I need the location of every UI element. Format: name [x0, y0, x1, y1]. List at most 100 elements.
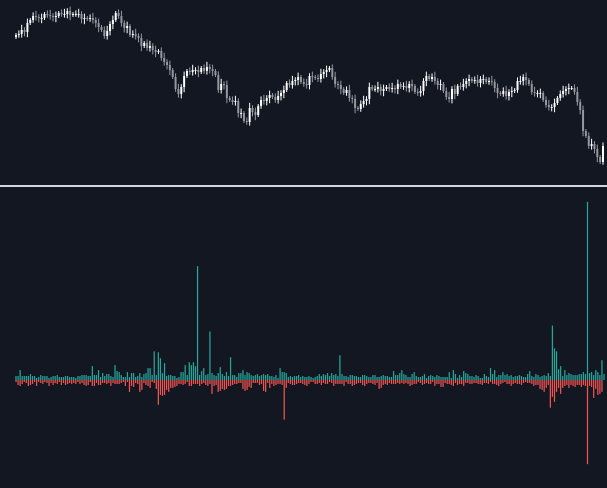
volume-bar-negative [415, 380, 417, 384]
candle-body [280, 93, 283, 96]
candle-body [163, 58, 166, 62]
volume-bar-positive [196, 266, 199, 380]
volume-bar-negative [52, 380, 54, 385]
volume-bar-negative [291, 380, 294, 385]
volume-bar-positive [463, 371, 465, 380]
candle-body [251, 108, 254, 112]
volume-bar-negative [514, 380, 516, 383]
candle-body [271, 95, 274, 97]
candle-body [191, 70, 194, 72]
volume-bar-positive [557, 369, 560, 380]
candle-body [488, 81, 491, 82]
volume-bar-negative [557, 380, 560, 388]
volume-bar-negative [252, 380, 254, 383]
candle-body [234, 101, 237, 102]
candle-body [559, 94, 562, 98]
volume-bar-positive [242, 370, 244, 380]
volume-bar-positive [397, 375, 399, 380]
volume-bar-positive [514, 376, 516, 380]
volume-bar-positive [518, 375, 521, 380]
volume-bar-negative [498, 380, 500, 386]
volume-bar-negative [267, 380, 269, 383]
volume-bar-negative [260, 380, 263, 384]
volume-bar-negative [60, 380, 63, 385]
volume-bar-negative [238, 380, 240, 383]
volume-bar-negative [487, 380, 490, 384]
candle-body [228, 98, 231, 100]
volume-bar-positive [17, 376, 19, 380]
volume-bar-positive [415, 376, 417, 380]
price-pane[interactable] [15, 6, 604, 165]
volume-bar-positive [132, 373, 135, 380]
volume-bar-negative [27, 380, 29, 386]
volume-bar-negative [170, 380, 172, 388]
candle-body [428, 76, 431, 79]
volume-bar-positive [591, 372, 593, 380]
volume-bar-negative [405, 380, 407, 383]
volume-bar-negative [359, 380, 362, 383]
volume-bar-positive [597, 372, 599, 380]
volume-bar-negative [99, 380, 102, 385]
candle-body [336, 84, 339, 85]
volume-bar-positive [170, 375, 172, 380]
volume-bar-positive [289, 376, 292, 380]
volume-bar-positive [159, 358, 162, 380]
candle-body [97, 23, 100, 27]
volume-bar-positive [246, 372, 248, 380]
volume-bar-negative [469, 380, 471, 384]
volume-bar-negative [145, 380, 147, 385]
candle-body [66, 11, 69, 14]
volume-bar-negative [229, 380, 232, 386]
candle-body [408, 84, 411, 88]
volume-pane[interactable] [15, 201, 605, 465]
volume-bar-negative [116, 380, 118, 384]
volume-bar-negative [485, 380, 488, 383]
volume-bar-positive [349, 375, 351, 380]
volume-bar-negative [248, 380, 250, 387]
candle-body [453, 89, 456, 94]
candle-body [582, 110, 585, 131]
volume-bar-negative [295, 380, 298, 384]
volume-bar-negative [285, 380, 287, 388]
volume-bar-negative [384, 380, 386, 384]
volume-bar-positive [300, 377, 302, 380]
candle-body [405, 86, 408, 88]
candle-body [285, 83, 288, 90]
candle-body [419, 91, 422, 93]
volume-bar-negative [593, 380, 595, 398]
volume-bar-negative [141, 380, 143, 390]
volume-bar-positive [450, 378, 452, 380]
volume-bar-negative [576, 380, 578, 385]
volume-bar-positive [112, 377, 114, 380]
volume-bar-positive [584, 374, 587, 380]
volume-bar-negative [392, 380, 395, 384]
candle-body [254, 112, 257, 115]
volume-bar-negative [545, 380, 547, 388]
volume-bar-positive [130, 373, 133, 380]
candle-body [231, 100, 234, 102]
volume-bar-negative [155, 380, 157, 389]
volume-bar-negative [114, 380, 116, 384]
volume-bar-positive [483, 374, 485, 380]
volume-bar-positive [479, 378, 481, 380]
volume-bar-negative [572, 380, 574, 386]
candle-body [314, 77, 317, 78]
volume-bar-positive [126, 372, 129, 380]
volume-bar-negative [287, 380, 289, 383]
volume-bar-negative [139, 380, 141, 392]
volume-bar-negative [66, 380, 69, 384]
volume-bar-positive [219, 367, 221, 380]
volume-bar-negative [31, 380, 34, 384]
volume-bar-positive [52, 376, 54, 380]
candle-body [602, 146, 604, 162]
volume-bar-negative [240, 380, 242, 383]
volume-bar-negative [333, 380, 335, 386]
candle-body [203, 68, 206, 71]
volume-bar-negative [436, 380, 438, 384]
volume-bar-negative [91, 380, 93, 386]
volume-bar-positive [461, 377, 463, 380]
volume-bar-negative [328, 380, 331, 382]
candle-body [134, 34, 137, 36]
volume-bar-negative [541, 380, 543, 390]
volume-bar-negative [161, 380, 164, 396]
